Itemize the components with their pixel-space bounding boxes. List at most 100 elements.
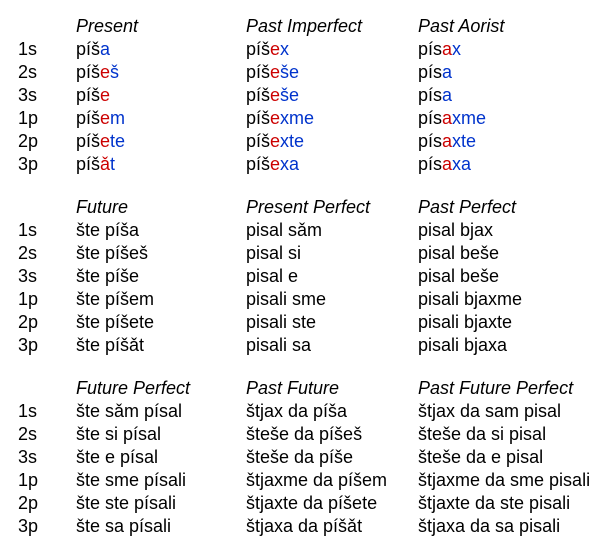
tense-header: Present Perfect (244, 197, 412, 218)
morpheme-ending: xa (280, 154, 299, 174)
conjugation-cell: píšeše (244, 85, 412, 106)
conjugation-cell: pisal beše (412, 243, 580, 264)
morpheme-theme: e (100, 108, 110, 128)
morpheme-theme: a (442, 154, 452, 174)
conjugation-table: PresentPast ImperfectPast Aorist1spíšapí… (18, 16, 594, 537)
conjugation-cell: štjaxa da píšǎt (244, 516, 412, 537)
conjugation-cell: šte ste písali (76, 493, 244, 514)
conjugation-cell: píšexte (244, 131, 412, 152)
morpheme-theme: e (270, 39, 280, 59)
morpheme-stem: píš (76, 154, 100, 174)
header-blank (18, 16, 76, 37)
conjugation-cell: píšǎt (76, 154, 244, 175)
morpheme-stem: pís (418, 154, 442, 174)
morpheme-ending: a (442, 85, 452, 105)
morpheme-ending: a (100, 39, 110, 59)
morpheme-stem: píš (76, 108, 100, 128)
tense-header: Past Perfect (412, 197, 580, 218)
morpheme-ending: š (110, 62, 119, 82)
conjugation-cell: šte píšǎt (76, 335, 244, 356)
person-label: 3p (18, 335, 76, 356)
conjugation-cell: pisali bjaxte (412, 312, 580, 333)
conjugation-cell: písax (412, 39, 580, 60)
conjugation-cell: písaxte (412, 131, 580, 152)
morpheme-theme: ǎ (100, 154, 110, 174)
person-label: 2p (18, 493, 76, 514)
morpheme-theme: a (442, 131, 452, 151)
person-label: 2s (18, 243, 76, 264)
morpheme-ending: xme (452, 108, 486, 128)
morpheme-stem: pís (418, 131, 442, 151)
conjugation-cell: šte e písal (76, 447, 244, 468)
morpheme-theme: e (270, 85, 280, 105)
morpheme-stem: pís (418, 39, 442, 59)
morpheme-stem: píš (76, 39, 100, 59)
conjugation-cell: písa (412, 85, 580, 106)
morpheme-stem: píš (246, 154, 270, 174)
conjugation-cell: písa (412, 62, 580, 83)
person-label: 2p (18, 131, 76, 152)
morpheme-ending: t (110, 154, 115, 174)
morpheme-stem: píš (246, 62, 270, 82)
morpheme-theme: e (270, 108, 280, 128)
person-label: 2p (18, 312, 76, 333)
conjugation-cell: štjaxte da píšete (244, 493, 412, 514)
morpheme-ending: m (110, 108, 125, 128)
conjugation-cell: štjaxte da ste pisali (412, 493, 580, 514)
conjugation-cell: šteše da píšeš (244, 424, 412, 445)
morpheme-ending: xme (280, 108, 314, 128)
conjugation-cell: šteše da píše (244, 447, 412, 468)
conjugation-cell: štjaxme da sme pisali (412, 470, 580, 491)
morpheme-theme: e (100, 131, 110, 151)
person-label: 1p (18, 108, 76, 129)
conjugation-cell: šte píšete (76, 312, 244, 333)
tense-header: Future Perfect (76, 378, 244, 399)
person-label: 2s (18, 62, 76, 83)
person-label: 1p (18, 289, 76, 310)
conjugation-cell: pisali bjaxme (412, 289, 580, 310)
conjugation-cell: štjax da sam pisal (412, 401, 580, 422)
person-label: 3p (18, 516, 76, 537)
conjugation-cell: štjaxa da sa pisali (412, 516, 580, 537)
conjugation-cell: štjax da píša (244, 401, 412, 422)
morpheme-stem: píš (76, 85, 100, 105)
morpheme-ending: te (110, 131, 125, 151)
morpheme-ending: x (280, 39, 289, 59)
conjugation-cell: šte píša (76, 220, 244, 241)
block-spacer (18, 358, 580, 376)
tense-header: Present (76, 16, 244, 37)
tense-header: Past Future (244, 378, 412, 399)
morpheme-stem: píš (246, 85, 270, 105)
conjugation-cell: písaxa (412, 154, 580, 175)
header-blank (18, 197, 76, 218)
person-label: 1p (18, 470, 76, 491)
morpheme-stem: píš (246, 131, 270, 151)
conjugation-cell: píšex (244, 39, 412, 60)
person-label: 3s (18, 266, 76, 287)
conjugation-cell: pisal bjax (412, 220, 580, 241)
conjugation-cell: šte píšeš (76, 243, 244, 264)
conjugation-cell: pisali sa (244, 335, 412, 356)
morpheme-theme: e (100, 85, 110, 105)
conjugation-cell: píšeše (244, 62, 412, 83)
conjugation-cell: pisal si (244, 243, 412, 264)
conjugation-cell: šte sme písali (76, 470, 244, 491)
header-blank (18, 378, 76, 399)
conjugation-cell: šte píše (76, 266, 244, 287)
morpheme-theme: e (270, 154, 280, 174)
morpheme-theme: e (100, 62, 110, 82)
conjugation-cell: šte sa písali (76, 516, 244, 537)
conjugation-cell: pisali bjaxa (412, 335, 580, 356)
morpheme-ending: x (452, 39, 461, 59)
conjugation-cell: pisal e (244, 266, 412, 287)
person-label: 3p (18, 154, 76, 175)
morpheme-stem: píš (76, 62, 100, 82)
morpheme-ending: xte (452, 131, 476, 151)
morpheme-theme: a (442, 39, 452, 59)
conjugation-cell: šteše da e pisal (412, 447, 580, 468)
morpheme-theme: a (442, 108, 452, 128)
conjugation-cell: pisali ste (244, 312, 412, 333)
morpheme-ending: xa (452, 154, 471, 174)
conjugation-cell: pisal beše (412, 266, 580, 287)
morpheme-stem: pís (418, 85, 442, 105)
